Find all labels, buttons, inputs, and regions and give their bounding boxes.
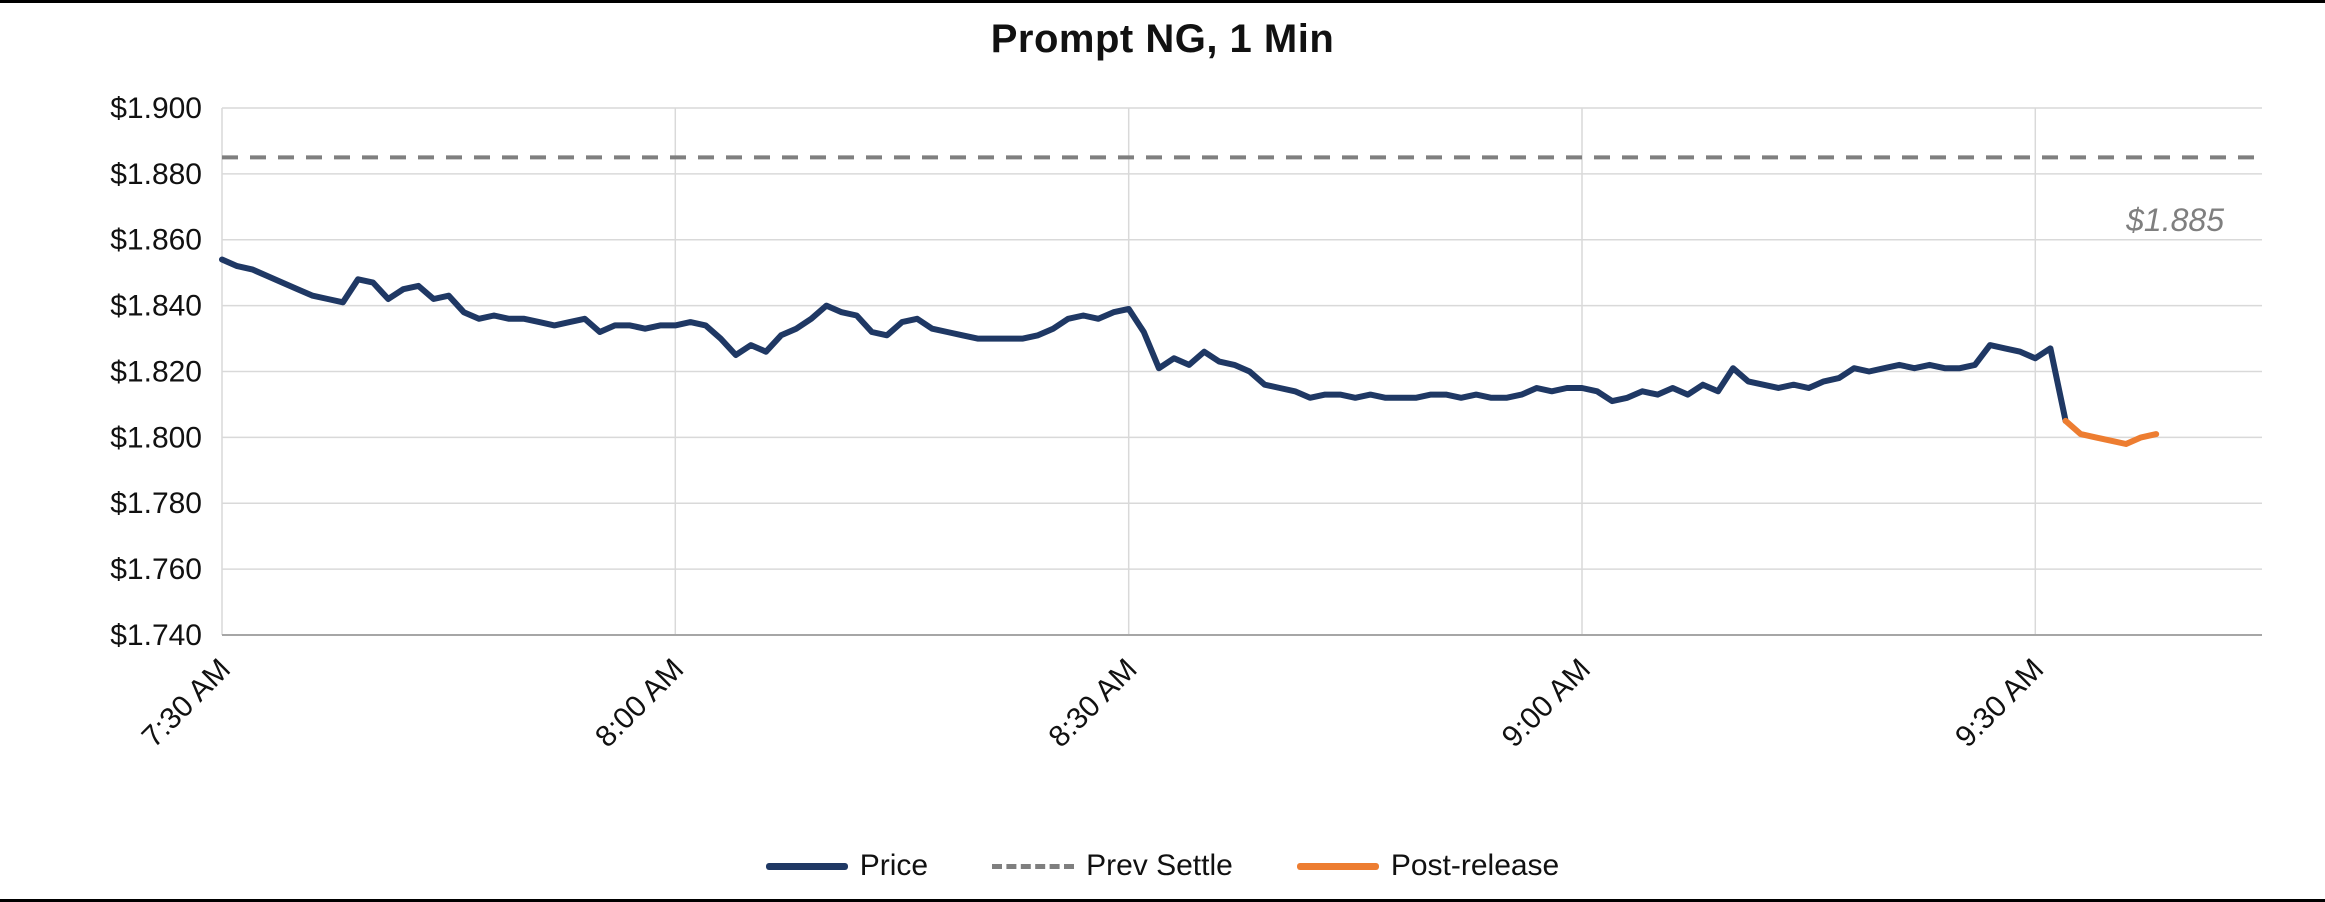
y-axis-tick-label: $1.740 — [110, 619, 202, 652]
y-axis-tick-label: $1.760 — [110, 553, 202, 586]
y-axis-tick-label: $1.800 — [110, 421, 202, 454]
legend-item-prev-settle: Prev Settle — [992, 849, 1233, 883]
price-line-chart: $1.900 $1.880 $1.860 $1.840 $1.820 $1.800 $1.7… — [110, 92, 2262, 754]
y-axis-tick-label: $1.820 — [110, 356, 202, 389]
series-price — [219, 256, 2069, 424]
legend-label-post-release: Post-release — [1390, 849, 1560, 882]
x-axis-tick-label: 7:30 AM — [136, 653, 237, 754]
chart-title: Prompt NG, 1 Min — [990, 17, 1335, 61]
x-axis-tick-label: 9:30 AM — [1949, 653, 2050, 754]
legend-item-post-release: Post-release — [1296, 849, 1560, 883]
y-axis-tick-label: $1.900 — [110, 92, 202, 125]
x-axis-tick-label: 8:00 AM — [589, 653, 690, 754]
y-axis-tick-label: $1.880 — [110, 158, 202, 191]
prev-settle-line-swatch — [992, 863, 1075, 869]
x-axis-tick-label: 9:00 AM — [1496, 653, 1597, 754]
y-axis-tick-label: $1.780 — [110, 487, 202, 520]
legend-label-prev-settle: Prev Settle — [1086, 849, 1233, 882]
legend-label-price: Price — [859, 849, 929, 882]
prev-settle-annotation: $1.885 — [2125, 202, 2224, 238]
price-line-swatch — [765, 862, 848, 870]
y-axis-tick-label: $1.840 — [110, 290, 202, 323]
legend-item-price: Price — [765, 849, 929, 883]
y-axis-tick-label: $1.860 — [110, 224, 202, 257]
legend: Price Prev Settle Post-release — [0, 849, 2325, 883]
x-axis-tick-label: 8:30 AM — [1042, 653, 1143, 754]
post-release-line-swatch — [1296, 862, 1379, 870]
series-post-release — [2062, 417, 2160, 447]
